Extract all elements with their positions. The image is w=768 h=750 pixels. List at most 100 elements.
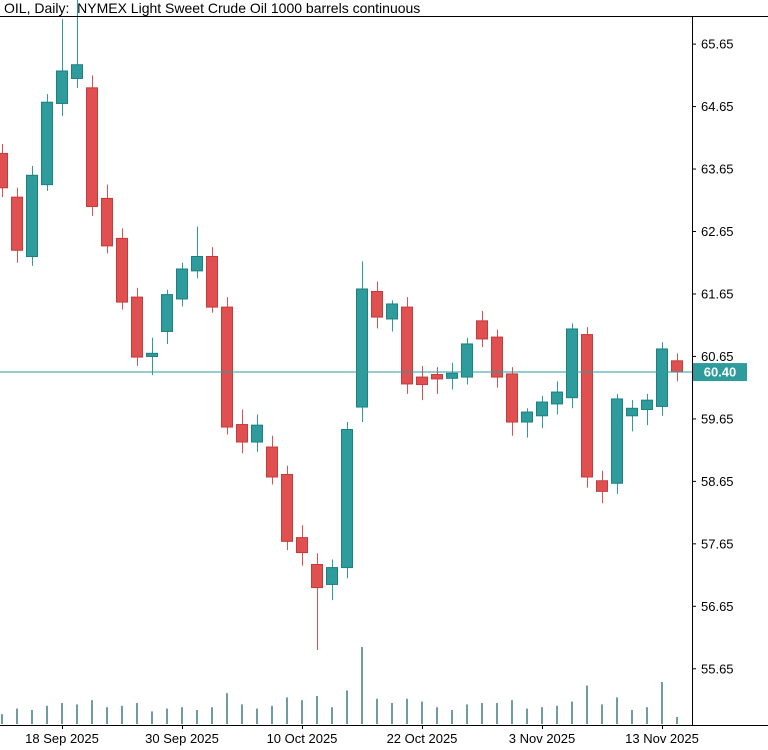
candle-down xyxy=(371,290,383,318)
price-scale-label: 61.65 xyxy=(701,286,734,301)
price-scale-label: 56.65 xyxy=(701,599,734,614)
candle-up xyxy=(656,348,668,407)
price-scale-label: 58.65 xyxy=(701,474,734,489)
candle-down xyxy=(296,537,308,554)
volume-bar xyxy=(616,697,618,724)
volume-bar xyxy=(196,710,198,724)
candle-down xyxy=(311,563,323,589)
price-scale[interactable] xyxy=(693,16,768,725)
candle-up xyxy=(386,303,398,320)
price-scale-label: 57.65 xyxy=(701,536,734,551)
volume-bar xyxy=(466,704,468,724)
price-scale-label: 63.65 xyxy=(701,162,734,177)
volume-bar xyxy=(181,707,183,724)
volume-bar xyxy=(511,700,513,724)
volume-bar xyxy=(571,701,573,724)
volume-bar xyxy=(241,704,243,724)
volume-bar xyxy=(271,705,273,724)
candle-up xyxy=(161,294,173,332)
volume-bar xyxy=(121,705,123,724)
volume-bar xyxy=(661,682,663,724)
volume-bar xyxy=(166,708,168,724)
volume-bar xyxy=(301,700,303,724)
volume-bar xyxy=(676,717,678,724)
candle-up xyxy=(176,268,188,300)
volume-bar xyxy=(331,707,333,724)
candle-up xyxy=(56,70,68,104)
time-scale-label: 30 Sep 2025 xyxy=(145,731,219,746)
volume-bar xyxy=(1,714,3,724)
candle-up xyxy=(356,288,368,408)
candle-down xyxy=(431,374,443,380)
price-scale-label: 65.65 xyxy=(701,37,734,52)
candle-down xyxy=(671,360,683,373)
current-price-value: 60.40 xyxy=(704,365,737,380)
time-scale-label: 3 Nov 2025 xyxy=(509,731,576,746)
volume-bar xyxy=(76,704,78,724)
price-scale-label: 64.65 xyxy=(701,99,734,114)
volume-bar xyxy=(286,697,288,724)
volume-bar xyxy=(406,698,408,724)
candle-down xyxy=(116,237,128,303)
candle-up xyxy=(641,399,653,411)
candle-down xyxy=(221,306,233,428)
volume-bar xyxy=(346,690,348,724)
volume-bar xyxy=(556,705,558,724)
volume-bar xyxy=(631,710,633,724)
candle-down xyxy=(86,87,98,208)
volume-bar xyxy=(16,708,18,724)
volume-bar xyxy=(496,703,498,724)
candle-down xyxy=(476,320,488,340)
volume-bar xyxy=(391,703,393,724)
volume-bar xyxy=(226,693,228,724)
volume-bar xyxy=(211,707,213,724)
candle-up xyxy=(191,255,203,272)
candle-down xyxy=(101,197,113,247)
candle-up xyxy=(521,411,533,423)
volume-bar xyxy=(541,707,543,724)
candle-down xyxy=(281,474,293,542)
candle-up xyxy=(326,567,338,585)
volume-bar xyxy=(526,708,528,724)
volume-bar xyxy=(361,647,363,724)
candle-down xyxy=(401,306,413,385)
candle-up xyxy=(71,64,83,79)
time-scale[interactable] xyxy=(0,726,768,750)
candle-up xyxy=(26,174,38,257)
price-scale-label: 62.65 xyxy=(701,224,734,239)
candle-up xyxy=(551,391,563,405)
candle-up xyxy=(251,424,263,443)
candle-down xyxy=(266,446,278,478)
candle-up xyxy=(446,372,458,379)
volume-bar xyxy=(376,698,378,724)
chart-title: OIL, Daily: NYMEX Light Sweet Crude Oil … xyxy=(4,0,421,16)
volume-bar xyxy=(436,707,438,724)
time-scale-label: 22 Oct 2025 xyxy=(387,731,458,746)
volume-bar xyxy=(61,703,63,724)
volume-bar xyxy=(106,707,108,724)
time-scale-label: 13 Nov 2025 xyxy=(625,731,699,746)
price-scale-label: 55.65 xyxy=(701,661,734,676)
volume-bar xyxy=(46,705,48,724)
candle-down xyxy=(206,255,218,308)
volume-bar xyxy=(136,703,138,724)
price-scale-label: 59.65 xyxy=(701,411,734,426)
volume-bar xyxy=(31,710,33,724)
candle-down xyxy=(581,334,593,478)
candle-down xyxy=(491,336,503,378)
volume-bar xyxy=(151,711,153,724)
candle-up xyxy=(536,401,548,417)
candle-up xyxy=(341,429,353,569)
current-price-tag xyxy=(693,363,747,382)
candle-up xyxy=(626,407,638,417)
volume-bar xyxy=(256,708,258,724)
candle-down xyxy=(506,373,518,423)
candle-up xyxy=(461,343,473,378)
candle-up xyxy=(566,328,578,399)
candle-down xyxy=(0,152,8,189)
volume-bar xyxy=(481,703,483,724)
candle-down xyxy=(236,424,248,443)
